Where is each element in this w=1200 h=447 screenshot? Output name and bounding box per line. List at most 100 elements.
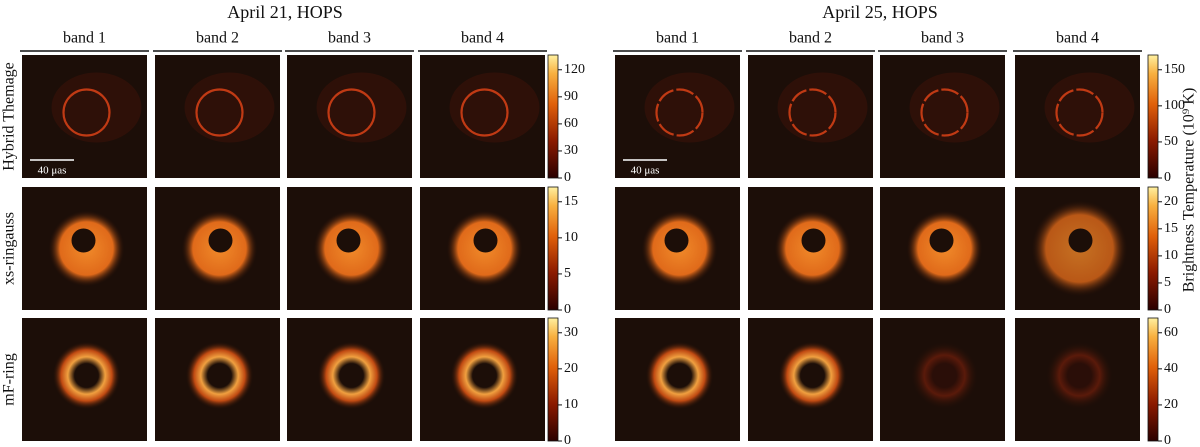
scale-bar-label: 40 μas bbox=[38, 165, 67, 177]
colorbar-tick-label: 15 bbox=[564, 194, 578, 209]
image-panel bbox=[880, 318, 1005, 441]
band-label: band 1 bbox=[63, 30, 106, 47]
image-panel bbox=[420, 187, 545, 310]
shadow bbox=[336, 228, 361, 253]
image-panel bbox=[22, 55, 147, 178]
colorbar-label: Brightness Temperature (10⁹ K) bbox=[1181, 88, 1198, 293]
scale-bar-label: 40 μas bbox=[631, 165, 660, 177]
colorbar-tick-label: 60 bbox=[1164, 325, 1178, 340]
colorbar-tick-label: 20 bbox=[1164, 397, 1178, 412]
image-panel bbox=[420, 318, 545, 441]
ring bbox=[778, 341, 847, 410]
colorbar bbox=[1147, 317, 1159, 442]
band-label: band 3 bbox=[328, 30, 371, 47]
colorbar bbox=[1147, 186, 1159, 311]
row-label: mF-ring bbox=[1, 353, 18, 405]
image-panel bbox=[287, 55, 412, 178]
image-panel bbox=[1015, 318, 1140, 441]
ring bbox=[788, 88, 837, 137]
colorbar-tick-label: 5 bbox=[564, 266, 571, 281]
shadow bbox=[801, 228, 826, 253]
band-label: band 4 bbox=[461, 30, 504, 47]
ring bbox=[645, 341, 714, 410]
colorbar bbox=[1147, 54, 1159, 179]
haze bbox=[909, 72, 1000, 143]
image-panel bbox=[748, 187, 873, 310]
ring bbox=[195, 88, 244, 137]
image-panel bbox=[287, 318, 412, 441]
image-panel bbox=[615, 55, 740, 178]
colorbar-tick-label: 0 bbox=[564, 433, 571, 447]
colorbar-tick-label: 150 bbox=[1164, 62, 1185, 77]
ring bbox=[450, 341, 519, 410]
colorbar-tick-label: 0 bbox=[564, 170, 571, 185]
colorbar-tick-label: 30 bbox=[564, 325, 578, 340]
image-panel bbox=[155, 318, 280, 441]
colorbar-tick-label: 120 bbox=[564, 62, 585, 77]
ring bbox=[327, 88, 376, 137]
haze bbox=[316, 72, 407, 143]
shadow bbox=[473, 228, 498, 253]
group-title: April 25, HOPS bbox=[822, 2, 938, 22]
image-panel bbox=[22, 318, 147, 441]
shadow bbox=[71, 228, 96, 253]
haze bbox=[1044, 72, 1135, 143]
haze bbox=[51, 72, 142, 143]
row-label: Hybrid Themage bbox=[1, 62, 18, 171]
band-label: band 1 bbox=[656, 30, 699, 47]
image-panel bbox=[22, 187, 147, 310]
ring bbox=[62, 88, 111, 137]
image-panel bbox=[1015, 55, 1140, 178]
colorbar-tick-label: 0 bbox=[1164, 433, 1171, 447]
image-panel bbox=[155, 187, 280, 310]
colorbar-tick-label: 30 bbox=[564, 143, 578, 158]
colorbar bbox=[547, 317, 559, 442]
ring bbox=[655, 88, 704, 137]
ring bbox=[920, 88, 969, 137]
image-panel bbox=[615, 187, 740, 310]
image-panel bbox=[880, 187, 1005, 310]
ring bbox=[185, 341, 254, 410]
colorbar-tick-label: 10 bbox=[1164, 248, 1178, 263]
shadow bbox=[664, 228, 689, 253]
colorbar-tick-label: 20 bbox=[1164, 194, 1178, 209]
band-label: band 4 bbox=[1056, 30, 1099, 47]
image-panel bbox=[880, 55, 1005, 178]
colorbar-tick-label: 60 bbox=[564, 116, 578, 131]
colorbar-tick-label: 90 bbox=[564, 89, 578, 104]
band-label: band 2 bbox=[196, 30, 239, 47]
row-label: xs-ringauss bbox=[1, 212, 18, 285]
colorbar bbox=[547, 186, 559, 311]
image-panel bbox=[287, 187, 412, 310]
ring bbox=[1045, 341, 1114, 410]
shadow bbox=[208, 228, 233, 253]
colorbar-tick-label: 50 bbox=[1164, 134, 1178, 149]
image-panel bbox=[155, 55, 280, 178]
colorbar-tick-label: 0 bbox=[1164, 302, 1171, 317]
image-panel bbox=[615, 318, 740, 441]
colorbar-tick-label: 0 bbox=[564, 302, 571, 317]
haze bbox=[449, 72, 540, 143]
band-label: band 3 bbox=[921, 30, 964, 47]
image-panel bbox=[748, 55, 873, 178]
colorbar-tick-label: 5 bbox=[1164, 275, 1171, 290]
ring bbox=[460, 88, 509, 137]
image-panel bbox=[748, 318, 873, 441]
haze bbox=[777, 72, 868, 143]
colorbar-tick-label: 100 bbox=[1164, 98, 1185, 113]
colorbar-tick-label: 10 bbox=[564, 230, 578, 245]
band-label: band 2 bbox=[789, 30, 832, 47]
haze bbox=[644, 72, 735, 143]
colorbar-tick-label: 40 bbox=[1164, 361, 1178, 376]
image-panel bbox=[420, 55, 545, 178]
shadow bbox=[1068, 228, 1093, 253]
image-panel bbox=[1015, 187, 1140, 310]
colorbar-tick-label: 20 bbox=[564, 361, 578, 376]
shadow bbox=[929, 228, 954, 253]
colorbar-tick-label: 10 bbox=[564, 397, 578, 412]
colorbar-tick-label: 0 bbox=[1164, 170, 1171, 185]
ring bbox=[910, 341, 979, 410]
colorbar-tick-label: 15 bbox=[1164, 221, 1178, 236]
ring bbox=[1055, 88, 1104, 137]
ring bbox=[52, 341, 121, 410]
